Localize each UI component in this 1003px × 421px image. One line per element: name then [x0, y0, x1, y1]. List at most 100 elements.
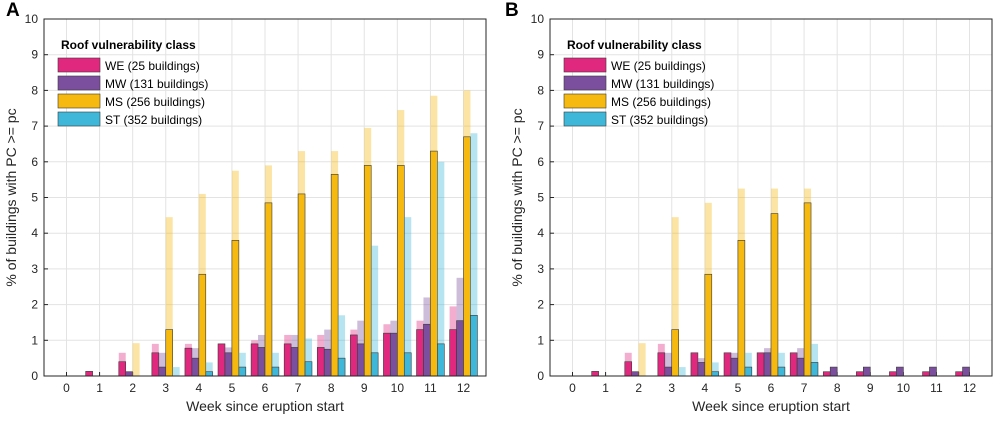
bar — [217, 343, 226, 377]
bar — [770, 213, 779, 377]
bar — [631, 371, 639, 377]
bar — [962, 366, 970, 377]
bar — [283, 343, 292, 377]
legend: Roof vulnerability class WE (25 buildings… — [57, 38, 208, 127]
x-tick-label: 6 — [262, 381, 269, 395]
legend-entry: MW (131 buildings) — [611, 77, 714, 91]
x-tick-label: 5 — [735, 381, 742, 395]
bar — [383, 332, 391, 377]
y-tick-label: 4 — [537, 226, 544, 240]
bar — [271, 366, 280, 377]
bar-upper-range — [172, 367, 180, 376]
x-tick-label: 2 — [635, 381, 642, 395]
bar — [151, 352, 160, 377]
x-tick-label: 6 — [768, 381, 775, 395]
y-tick-label: 0 — [31, 369, 38, 383]
legend-swatch — [57, 93, 101, 109]
bar — [238, 366, 247, 377]
x-tick-label: 11 — [930, 381, 943, 395]
bar — [224, 352, 233, 377]
legend-entry: MS (256 buildings) — [611, 95, 711, 109]
bar — [191, 357, 200, 377]
bar — [803, 202, 812, 377]
panel-label: A — [6, 0, 20, 21]
legend-entry: WE (25 buildings) — [611, 59, 706, 73]
bar — [363, 165, 372, 377]
x-tick-label: 3 — [162, 381, 169, 395]
bar — [829, 366, 838, 377]
bar — [264, 202, 273, 377]
panel-label: B — [505, 0, 519, 21]
bar — [118, 361, 127, 377]
bar — [437, 343, 445, 377]
bar — [863, 366, 871, 377]
bar-upper-range — [238, 352, 246, 376]
y-tick-label: 5 — [537, 191, 544, 205]
legend-entry: MS (256 buildings) — [105, 95, 205, 109]
bar — [397, 165, 405, 377]
bar — [922, 371, 930, 377]
bar-upper-range — [664, 352, 672, 376]
legend-swatch — [563, 111, 607, 127]
legend-swatch — [563, 57, 607, 73]
bar — [756, 352, 765, 377]
bar — [316, 347, 325, 377]
bar — [796, 357, 805, 377]
bar — [390, 332, 398, 377]
bar — [744, 366, 753, 377]
y-tick-label: 1 — [31, 333, 38, 347]
bar-upper-range — [638, 343, 646, 376]
bar — [470, 315, 478, 377]
bar — [810, 362, 819, 377]
bar — [125, 371, 133, 377]
x-tick-label: 9 — [867, 381, 874, 395]
bar — [184, 347, 193, 377]
y-tick-label: 8 — [31, 83, 38, 97]
axes-box — [43, 18, 487, 377]
bar — [896, 366, 904, 377]
bar — [231, 240, 240, 377]
y-tick-label: 1 — [537, 333, 544, 347]
bar-upper-range — [678, 367, 686, 376]
y-tick-label: 3 — [31, 262, 38, 276]
legend-swatch — [57, 111, 101, 127]
x-tick-label: 12 — [457, 381, 471, 395]
legend-swatch — [563, 93, 607, 109]
bar — [290, 347, 299, 377]
bar — [350, 334, 358, 377]
y-tick-label: 7 — [31, 119, 38, 133]
bar — [165, 329, 173, 377]
y-tick-label: 2 — [31, 298, 38, 312]
bar-upper-range — [404, 217, 412, 376]
legend-entry: ST (352 buildings) — [611, 113, 708, 127]
bar-upper-range — [744, 352, 752, 376]
bar — [330, 173, 339, 377]
legend-title: Roof vulnerability class — [567, 38, 702, 52]
x-tick-label: 10 — [391, 381, 405, 395]
x-tick-label: 8 — [834, 381, 841, 395]
bar — [730, 357, 739, 377]
bar — [449, 329, 457, 377]
bar-upper-range — [158, 352, 166, 376]
legend-swatch — [57, 75, 101, 91]
x-tick-label: 1 — [602, 381, 609, 395]
x-axis-label: Week since eruption start — [692, 398, 850, 414]
y-tick-label: 10 — [531, 12, 545, 26]
y-axis-label: % of buildings with PC >= pc — [3, 108, 19, 286]
bar — [889, 371, 897, 377]
bar-upper-range — [371, 245, 379, 376]
bar — [463, 136, 471, 377]
y-tick-label: 8 — [537, 83, 544, 97]
bar — [777, 366, 786, 377]
y-axis-label: % of buildings with PC >= pc — [509, 108, 525, 286]
bar-upper-range — [437, 161, 445, 376]
y-tick-label: 7 — [537, 119, 544, 133]
x-tick-label: 5 — [229, 381, 236, 395]
legend: Roof vulnerability class WE (25 buildings… — [563, 38, 714, 127]
bar-upper-range — [711, 362, 719, 376]
x-tick-label: 4 — [701, 381, 708, 395]
bar — [423, 323, 431, 377]
bar-upper-range — [470, 133, 478, 376]
